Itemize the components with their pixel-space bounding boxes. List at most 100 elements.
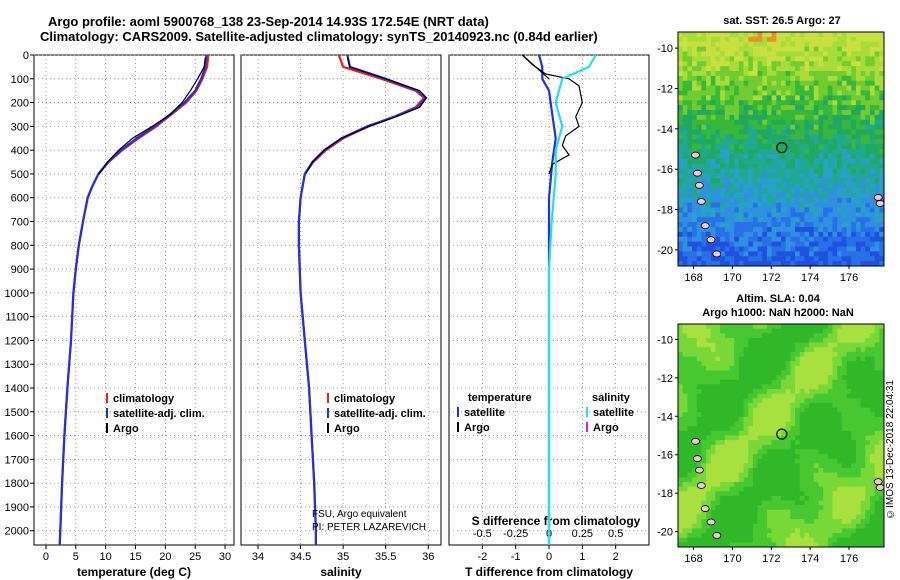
map-cell (766, 481, 773, 488)
map-cell (734, 261, 740, 267)
map-cell (771, 402, 777, 409)
map-cell (720, 80, 726, 87)
map-cell (724, 251, 730, 257)
map-cell (841, 324, 847, 330)
map-cell (874, 505, 880, 511)
map-cell (855, 61, 861, 67)
map-cell (865, 227, 871, 233)
map-cell (804, 61, 810, 67)
map-cell (776, 256, 782, 262)
map-cell (678, 542, 684, 548)
map-cell (738, 519, 744, 525)
map-cell (710, 505, 716, 511)
map-cell (860, 491, 866, 497)
map-cell (710, 500, 716, 506)
map-cell (818, 129, 824, 135)
map-cell (729, 207, 735, 213)
map-cell (715, 495, 721, 501)
map-cell (757, 231, 763, 238)
map-cell (813, 324, 819, 330)
map-cell (752, 435, 758, 441)
map-cell (851, 365, 857, 371)
map-cell (682, 523, 688, 529)
map-cell (752, 168, 758, 174)
map-cell (795, 398, 801, 404)
map-cell (818, 324, 824, 330)
map-cell (795, 514, 801, 520)
map-cell (832, 41, 838, 48)
map-cell (804, 389, 810, 395)
map-cell (743, 202, 749, 208)
map-cell (701, 337, 707, 343)
map-cell (738, 505, 744, 511)
map-cell (795, 36, 801, 43)
map-cell (879, 375, 885, 381)
map-cell (795, 509, 801, 515)
map-cell (855, 519, 861, 525)
map-cell (720, 435, 726, 441)
map-cell (795, 342, 801, 348)
map-cell (771, 246, 777, 252)
map-cell (687, 61, 693, 67)
map-cell (706, 416, 712, 422)
map-cell (879, 416, 885, 422)
map-cell (734, 227, 740, 233)
map-cell (743, 472, 749, 478)
map-cell (841, 105, 847, 111)
map-cell (869, 100, 876, 106)
map-cell (832, 256, 838, 262)
map-cell (776, 119, 782, 126)
map-cell (738, 32, 744, 38)
map-cell (682, 124, 688, 130)
map-cell (757, 416, 763, 422)
map-cell (710, 41, 716, 48)
map-cell (757, 32, 763, 38)
map-cell (710, 351, 716, 357)
map-cell (804, 119, 810, 126)
map-cell (809, 421, 815, 427)
title-line-2: Climatology: CARS2009. Satellite-adjuste… (40, 29, 598, 44)
map-cell (692, 231, 698, 238)
map-cell (869, 61, 876, 67)
map-cell (860, 114, 866, 121)
map-cell (874, 119, 880, 126)
map-frame (677, 323, 885, 548)
map-cell (743, 66, 749, 72)
map-cell (804, 416, 810, 422)
map-cell (827, 528, 833, 534)
map-cell (818, 468, 824, 474)
map-cell (832, 412, 838, 418)
map-cell (790, 183, 796, 189)
map-cell (846, 139, 852, 145)
map-cell (706, 71, 712, 77)
map-cell (827, 207, 833, 213)
map-cell (710, 168, 716, 174)
island-shape (693, 169, 702, 177)
map-cell (837, 158, 843, 165)
map-cell (879, 114, 885, 121)
map-cell (678, 370, 684, 376)
map-cell (818, 537, 824, 543)
map-cell (795, 231, 801, 238)
map-cell (743, 491, 749, 497)
map-cell (860, 454, 866, 460)
map-cell (771, 129, 777, 135)
map-cell (734, 407, 740, 413)
map-cell (752, 514, 758, 520)
map-cell (790, 435, 796, 441)
map-cell (809, 347, 815, 353)
map-cell (846, 426, 852, 432)
map-cell (766, 51, 773, 57)
map-cell (696, 370, 702, 376)
legend-label: satellite (593, 407, 634, 419)
map-cell (781, 440, 787, 446)
map-cell (832, 375, 838, 381)
map-cell (865, 347, 871, 353)
map-cell (795, 463, 801, 469)
map-cell (874, 32, 880, 38)
map-cell (734, 379, 740, 385)
map-cell (720, 46, 726, 52)
map-cell (818, 486, 824, 492)
map-cell (790, 337, 796, 343)
map-cell (795, 188, 801, 194)
